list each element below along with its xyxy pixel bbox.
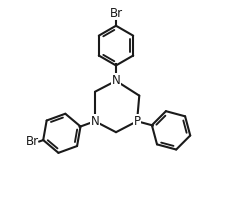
Text: N: N: [111, 74, 120, 87]
Text: Br: Br: [109, 7, 122, 20]
Text: Br: Br: [26, 135, 39, 148]
Text: N: N: [90, 115, 99, 128]
Text: P: P: [133, 115, 140, 128]
